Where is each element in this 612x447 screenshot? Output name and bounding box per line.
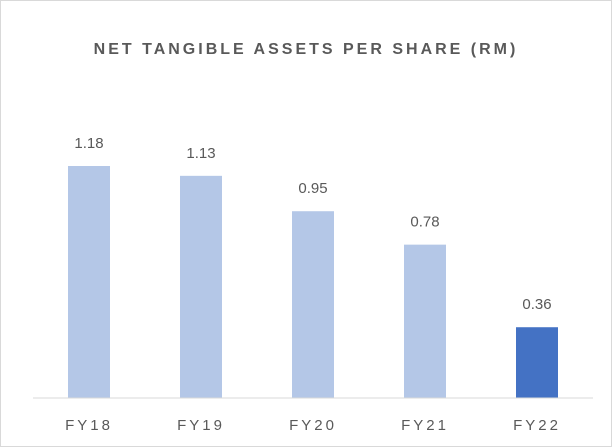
data-label: 0.36 bbox=[522, 296, 551, 313]
chart-title: NET TANGIBLE ASSETS PER SHARE (RM) bbox=[93, 41, 519, 58]
x-tick-label: FY18 bbox=[65, 417, 113, 434]
bar bbox=[292, 211, 334, 398]
bar bbox=[404, 244, 446, 398]
data-label: 0.95 bbox=[298, 180, 327, 197]
x-tick-label: FY21 bbox=[401, 417, 449, 434]
x-tick-label: FY22 bbox=[513, 417, 561, 434]
bar bbox=[68, 166, 110, 398]
x-tick-label: FY20 bbox=[289, 417, 337, 434]
x-tick-label: FY19 bbox=[177, 417, 225, 434]
bar bbox=[516, 327, 558, 398]
data-label: 1.18 bbox=[74, 135, 103, 152]
data-label: 1.13 bbox=[186, 145, 215, 162]
data-label: 0.78 bbox=[410, 214, 439, 231]
bar bbox=[180, 175, 222, 398]
